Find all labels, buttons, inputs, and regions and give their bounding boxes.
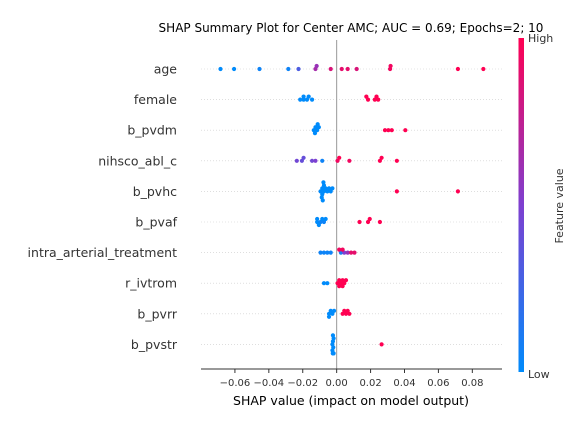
chart-title: SHAP Summary Plot for Center AMC; AUC = … (159, 21, 544, 35)
point-b_pvaf-10 (377, 219, 382, 225)
point-nihsco_abl_c-8 (347, 158, 352, 163)
point-b_pvhc-12 (320, 198, 325, 203)
point-b_pvaf-3 (315, 216, 320, 222)
point-intra_arterial_treatment-10 (340, 247, 345, 252)
point-b_pvdm-5 (315, 122, 320, 127)
point-intra_arterial_treatment-6 (345, 250, 350, 255)
point-age-14 (481, 66, 486, 72)
point-age-10 (354, 66, 359, 72)
point-age-8 (339, 66, 344, 72)
feature-label-b_pvstr: b_pvstr (131, 337, 178, 352)
point-nihsco_abl_c-3 (309, 158, 315, 163)
point-b_pvdm-9 (403, 128, 408, 133)
feature-label-age: age (154, 62, 178, 77)
point-b_pvaf-5 (316, 222, 321, 228)
feature-labels: age female b_pvdm nihsco_abl_c b_pvhc b_pvafi… (28, 62, 178, 352)
point-b_pvdm-7 (386, 128, 391, 133)
point-age-2 (257, 66, 262, 72)
point-age-0 (218, 66, 223, 72)
x-axis-ticks: −0.06 −0.04 −0.02 0.00 0.02 0.04 0.06 0.08 (220, 369, 483, 389)
point-age-7 (328, 66, 333, 72)
point-female-0 (298, 97, 303, 102)
points-layer (218, 63, 486, 356)
point-female-7 (364, 94, 369, 99)
colorbar (518, 38, 524, 372)
point-nihsco_abl_c-11 (394, 158, 399, 163)
x-tick-label: −0.04 (254, 378, 285, 389)
point-nihsco_abl_c-4 (313, 158, 318, 163)
x-axis-label: SHAP value (impact on model output) (233, 393, 469, 408)
point-b_pvrr-3 (332, 308, 337, 313)
feature-label-b_pvaf: b_pvaf (135, 215, 177, 230)
point-r_ivtrom-9 (340, 284, 345, 289)
point-nihsco_abl_c-5 (320, 158, 325, 163)
point-b_pvstr-5 (330, 333, 336, 338)
point-b_pvdm-6 (382, 128, 388, 133)
point-b_pvhc-13 (394, 189, 399, 194)
point-b_pvstr-11 (379, 342, 384, 347)
x-tick-label: 0.00 (326, 378, 348, 389)
point-nihsco_abl_c-7 (337, 155, 342, 160)
point-female-1 (301, 97, 306, 102)
point-b_pvaf-4 (323, 216, 328, 222)
point-b_pvrr-8 (342, 308, 347, 313)
point-age-3 (286, 66, 291, 72)
point-age-12 (388, 63, 393, 69)
point-female-4 (309, 97, 315, 102)
point-b_pvrr-4 (326, 314, 332, 319)
point-intra_arterial_treatment-7 (348, 250, 354, 255)
point-female-10 (374, 94, 379, 99)
point-b_pvdm-8 (389, 128, 394, 133)
x-tick-label: 0.04 (393, 378, 415, 389)
point-female-3 (306, 94, 311, 99)
colorbar-low-label: Low (528, 368, 550, 381)
point-r_ivtrom-1 (325, 281, 330, 286)
point-b_pvrr-2 (328, 308, 333, 313)
point-age-1 (231, 66, 237, 72)
point-b_pvrr-9 (345, 308, 350, 313)
point-nihsco_abl_c-2 (301, 155, 306, 160)
point-age-4 (296, 66, 301, 72)
point-b_pvaf-9 (367, 216, 372, 222)
point-intra_arterial_treatment-9 (337, 247, 342, 252)
point-nihsco_abl_c-10 (379, 155, 384, 160)
point-b_pvhc-10 (330, 186, 335, 191)
point-nihsco_abl_c-0 (294, 158, 299, 163)
x-tick-label: 0.06 (427, 378, 449, 389)
x-tick-label: 0.02 (359, 378, 381, 389)
feature-label-b_pvdm: b_pvdm (127, 123, 177, 138)
colorbar-title: Feature value (553, 168, 566, 243)
point-intra_arterial_treatment-1 (321, 250, 327, 255)
point-b_pvdm-4 (312, 131, 318, 136)
point-intra_arterial_treatment-0 (318, 250, 323, 255)
feature-label-b_pvrr: b_pvrr (137, 306, 177, 321)
feature-grid-lines (201, 68, 502, 345)
point-age-13 (455, 66, 461, 72)
point-age-6 (314, 63, 319, 69)
point-b_pvaf-7 (357, 219, 362, 225)
point-b_pvaf-6 (320, 216, 325, 222)
point-female-5 (301, 94, 306, 99)
x-tick-label: 0.08 (461, 378, 483, 389)
colorbar-high-label: High (528, 32, 553, 45)
feature-label-b_pvhc: b_pvhc (133, 184, 177, 199)
feature-label-intra_arterial_treatment: intra_arterial_treatment (28, 245, 178, 260)
point-b_pvhc-11 (321, 180, 326, 185)
point-b_pvhc-14 (455, 189, 461, 194)
point-r_ivtrom-0 (321, 281, 327, 286)
point-r_ivtrom-8 (337, 284, 342, 289)
feature-label-nihsco_abl_c: nihsco_abl_c (98, 153, 177, 168)
x-tick-label: −0.06 (220, 378, 251, 389)
point-b_pvstr-10 (331, 351, 336, 356)
point-intra_arterial_treatment-2 (325, 250, 330, 255)
point-r_ivtrom-7 (343, 278, 349, 283)
point-intra_arterial_treatment-3 (328, 250, 333, 255)
point-age-9 (345, 66, 350, 72)
point-intra_arterial_treatment-8 (352, 250, 357, 255)
x-tick-label: −0.02 (287, 378, 318, 389)
feature-label-female: female (134, 92, 177, 107)
feature-label-r_ivtrom: r_ivtrom (125, 276, 177, 291)
